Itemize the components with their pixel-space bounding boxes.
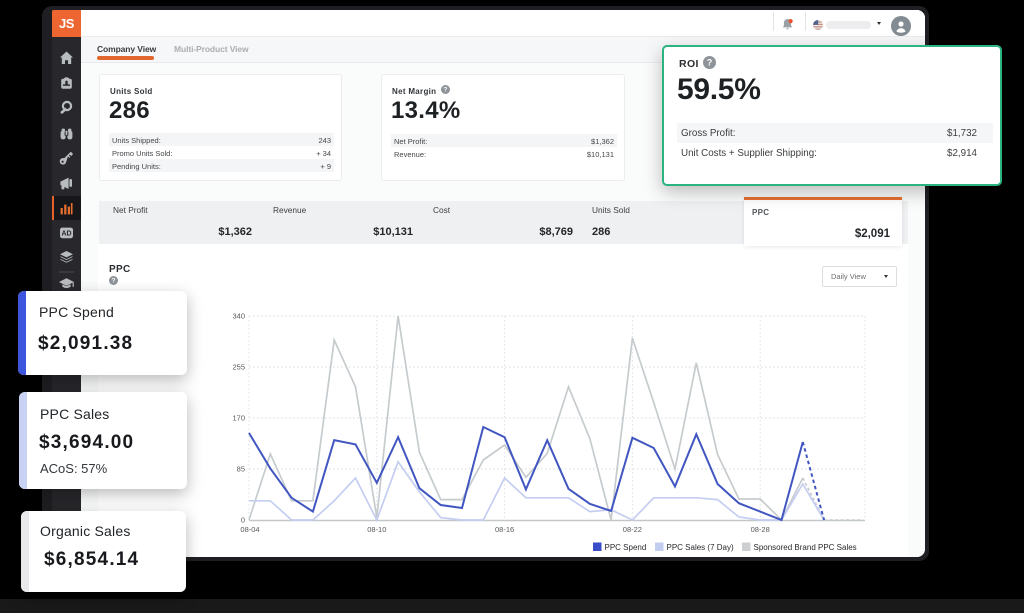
svg-text:85: 85 [237, 465, 245, 474]
svg-text:AD: AD [61, 231, 71, 238]
svg-text:0: 0 [241, 516, 245, 525]
svg-text:Sponsored Brand PPC Sales: Sponsored Brand PPC Sales [754, 543, 857, 552]
svg-text:08-22: 08-22 [623, 525, 642, 534]
svg-text:255: 255 [232, 363, 245, 372]
svg-text:?: ? [444, 87, 448, 94]
svg-text:170: 170 [232, 414, 245, 423]
svg-text:340: 340 [232, 312, 245, 321]
svg-text:08-28: 08-28 [751, 525, 770, 534]
svg-text:08-16: 08-16 [495, 525, 514, 534]
svg-text:08-10: 08-10 [367, 525, 386, 534]
svg-text:?: ? [707, 57, 713, 67]
svg-text:08-04: 08-04 [240, 525, 259, 534]
svg-text:PPC Sales (7 Day): PPC Sales (7 Day) [667, 543, 734, 552]
svg-text:PPC Spend: PPC Spend [605, 543, 647, 552]
svg-text:?: ? [112, 278, 116, 285]
